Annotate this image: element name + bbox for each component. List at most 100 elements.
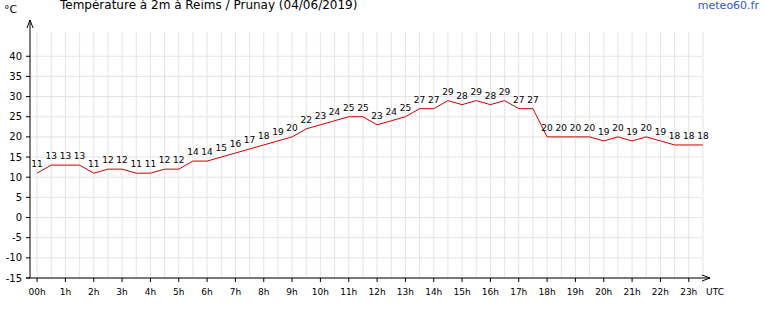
data-label: 13 (60, 151, 71, 161)
x-tick (632, 278, 633, 282)
x-tick (547, 278, 548, 282)
y-tick-label: 0 (16, 212, 22, 223)
data-label: 20 (612, 123, 624, 133)
grid-line-x (447, 32, 448, 278)
y-tick-label: -15 (6, 273, 22, 284)
data-label: 18 (669, 131, 681, 141)
data-labels: 1113131311121211111212141415161718192022… (31, 87, 709, 170)
grid-line-x (632, 32, 633, 278)
grid-line-x (547, 32, 548, 278)
data-label: 17 (244, 135, 255, 145)
data-label: 19 (655, 127, 667, 137)
x-tick (150, 278, 151, 282)
data-label: 27 (513, 95, 524, 105)
data-label: 19 (626, 127, 638, 137)
grid-line-x (589, 32, 590, 278)
grid-line-y (30, 56, 702, 57)
data-label: 12 (173, 155, 184, 165)
x-tick (235, 278, 236, 282)
y-tick (26, 197, 30, 198)
grid-line-x (320, 32, 321, 278)
x-tick (518, 278, 519, 282)
data-label: 24 (329, 107, 341, 117)
y-tick (26, 116, 30, 117)
grid-line-x (674, 32, 675, 278)
data-label: 27 (414, 95, 425, 105)
x-tick (178, 278, 179, 282)
x-tick (207, 278, 208, 282)
x-tick (292, 278, 293, 282)
y-tick-label: 35 (9, 71, 22, 82)
source: meteo60.fr (698, 0, 760, 12)
grid-line-x (150, 32, 151, 278)
data-label: 11 (145, 159, 156, 169)
grid-line-x (221, 32, 222, 278)
x-axis (26, 278, 710, 279)
data-label: 12 (116, 155, 127, 165)
y-tick (26, 96, 30, 97)
grid-line-x (603, 32, 604, 278)
grid-line-x (391, 32, 392, 278)
x-tick-label: 5h (173, 287, 184, 297)
x-tick-label: 13h (397, 287, 414, 297)
line (37, 101, 703, 174)
data-label: 22 (301, 115, 312, 125)
grid-line-x (235, 32, 236, 278)
chart: -15-10-5051015202530354000h1h2h3h4h5h6h7… (0, 0, 765, 320)
x-axis-arrow (702, 275, 710, 281)
data-label: 23 (371, 111, 382, 121)
data-label: 13 (46, 151, 57, 161)
grid-line-x (646, 32, 647, 278)
x-tick (660, 278, 661, 282)
x-tick-label: 20h (595, 287, 612, 297)
x-tick (575, 278, 576, 282)
x-tick-label: 17h (510, 287, 527, 297)
x-tick-label: 9h (286, 287, 297, 297)
data-label: 11 (88, 159, 99, 169)
data-label: 15 (216, 143, 227, 153)
data-label: 20 (641, 123, 653, 133)
grid-line-x (362, 32, 363, 278)
grid-line-x (433, 32, 434, 278)
x-tick (688, 278, 689, 282)
y-tick-label: 30 (9, 91, 22, 102)
y-tick-label: 5 (16, 192, 22, 203)
x-tick-label: 23h (680, 287, 697, 297)
x-tick-label: 00h (29, 287, 46, 297)
y-tick (26, 76, 30, 77)
grid-line-y (30, 116, 702, 117)
y-tick (26, 56, 30, 57)
x-tick (433, 278, 434, 282)
y-tick-label: -10 (6, 252, 22, 263)
grid-line-x (277, 32, 278, 278)
grid-line-x (348, 32, 349, 278)
x-tick-label: 19h (567, 287, 584, 297)
x-tick-label: 6h (201, 287, 212, 297)
grid-line-y (30, 237, 702, 238)
data-label: 23 (315, 111, 326, 121)
x-tick (93, 278, 94, 282)
data-label: 12 (102, 155, 113, 165)
x-tick-label: 8h (258, 287, 269, 297)
data-label: 24 (386, 107, 398, 117)
x-tick-label: 18h (539, 287, 556, 297)
x-tick-label: 14h (425, 287, 442, 297)
y-tick-label: 15 (9, 152, 22, 163)
data-label: 27 (527, 95, 538, 105)
data-label: 19 (272, 127, 284, 137)
grid-line-y (30, 217, 702, 218)
data-label: 12 (159, 155, 170, 165)
x-tick-label: 3h (116, 287, 127, 297)
grid-line-x (561, 32, 562, 278)
title: Température à 2m à Reims / Prunay (04/06… (59, 0, 357, 12)
grid-line-y (30, 96, 702, 97)
y-tick (26, 278, 30, 279)
grid-line-x (660, 32, 661, 278)
grid-line-x (476, 32, 477, 278)
grid (30, 32, 703, 278)
x-tick-label: 2h (88, 287, 99, 297)
x-tick-label: 21h (624, 287, 641, 297)
x-tick (490, 278, 491, 282)
grid-line-y (30, 157, 702, 158)
grid-line-x (490, 32, 491, 278)
